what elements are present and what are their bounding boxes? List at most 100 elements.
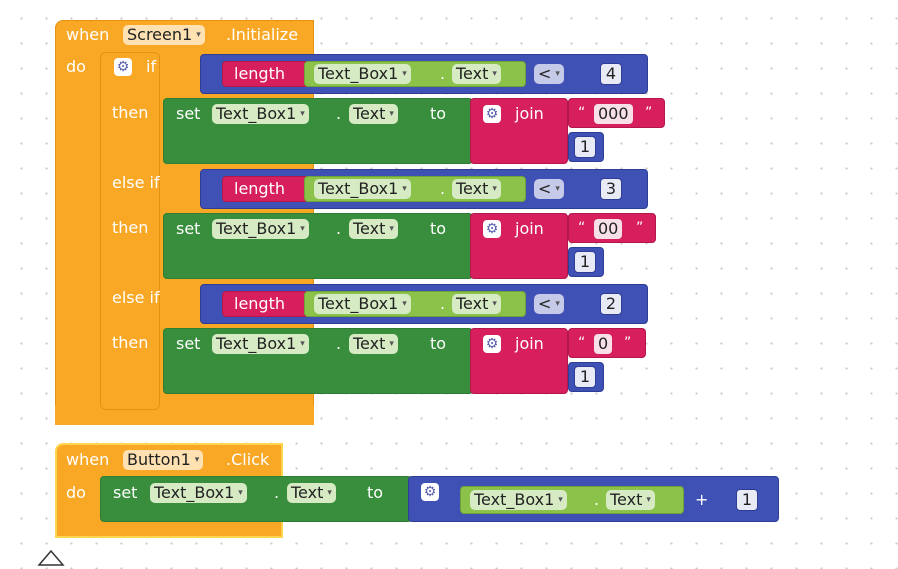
to-label: to [367, 483, 384, 502]
dot-label: . [274, 483, 280, 502]
component-dropdown[interactable]: Text_Box1 ▾ [314, 179, 411, 199]
set-label: set [176, 219, 201, 238]
component-dropdown-screen1[interactable]: Screen1 ▾ [123, 25, 205, 45]
component-dropdown[interactable]: Text_Box1 ▾ [212, 219, 309, 239]
gear-icon[interactable]: ⚙ [114, 58, 132, 76]
component-name: Text_Box1 [154, 483, 235, 502]
component-name: Text_Box1 [318, 64, 399, 83]
dot-label: . [336, 219, 342, 238]
component-dropdown[interactable]: Text_Box1 ▾ [212, 334, 309, 354]
chevron-down-icon: ▾ [402, 184, 407, 194]
number-value[interactable]: 1 [574, 366, 596, 388]
component-dropdown[interactable]: Text_Box1 ▾ [150, 483, 247, 503]
chevron-down-icon: ▾ [492, 69, 497, 79]
then-label: then [112, 218, 149, 237]
else-if-label: else if [112, 173, 160, 192]
then-label: then [112, 103, 149, 122]
chevron-down-icon: ▾ [555, 184, 560, 194]
gear-icon[interactable]: ⚙ [483, 335, 501, 353]
open-quote: “ [578, 105, 586, 121]
property-dropdown[interactable]: Text ▾ [452, 64, 501, 84]
chevron-down-icon: ▾ [300, 339, 305, 349]
operator-dropdown[interactable]: < ▾ [534, 179, 564, 199]
dot-label: . [440, 179, 446, 198]
number-block[interactable]: 1 [736, 489, 758, 511]
component-name: Text_Box1 [318, 179, 399, 198]
text-string-value[interactable]: 0 [594, 334, 613, 354]
operator: < [538, 294, 552, 313]
set-block[interactable] [100, 476, 412, 522]
number-block[interactable]: 2 [600, 293, 622, 315]
chevron-down-icon: ▾ [402, 299, 407, 309]
else-if-label: else if [112, 288, 160, 307]
property-name: Text [456, 179, 489, 198]
property-dropdown[interactable]: Text ▾ [287, 483, 336, 503]
event-footer [55, 405, 314, 425]
gear-icon[interactable]: ⚙ [483, 220, 501, 238]
then-label: then [112, 333, 149, 352]
component-name: Button1 [127, 450, 191, 469]
property-dropdown[interactable]: Text ▾ [452, 294, 501, 314]
text-string-value[interactable]: 000 [594, 104, 633, 124]
property-dropdown[interactable]: Text ▾ [349, 219, 398, 239]
chevron-down-icon: ▾ [389, 224, 394, 234]
join-label: join [515, 219, 544, 238]
dot-label: . [336, 334, 342, 353]
dot-label: . [336, 104, 342, 123]
operator-dropdown[interactable]: < ▾ [534, 294, 564, 314]
number-value[interactable]: 1 [574, 136, 596, 158]
component-name: Text_Box1 [318, 294, 399, 313]
set-label: set [176, 104, 201, 123]
property-name: Text [291, 483, 324, 502]
component-dropdown[interactable]: Text_Box1 ▾ [470, 490, 567, 510]
property-name: Text [353, 334, 386, 353]
operator-dropdown[interactable]: < ▾ [534, 64, 564, 84]
chevron-down-icon: ▾ [389, 339, 394, 349]
if-label: if [146, 57, 157, 76]
gear-icon[interactable]: ⚙ [483, 105, 501, 123]
do-label: do [66, 57, 86, 76]
component-name: Text_Box1 [216, 219, 297, 238]
property-name: Text [456, 294, 489, 313]
property-dropdown[interactable]: Text ▾ [606, 490, 655, 510]
component-dropdown[interactable]: Text_Box1 ▾ [314, 294, 411, 314]
property-name: Text [456, 64, 489, 83]
number-block[interactable]: 4 [600, 63, 622, 85]
event-name: .Initialize [226, 25, 299, 44]
length-label: length [234, 294, 285, 313]
gear-icon[interactable]: ⚙ [421, 483, 439, 501]
number-block[interactable]: 3 [600, 178, 622, 200]
set-label: set [113, 483, 138, 502]
property-dropdown[interactable]: Text ▾ [349, 104, 398, 124]
join-label: join [515, 334, 544, 353]
chevron-down-icon: ▾ [555, 69, 560, 79]
set-block[interactable] [163, 328, 473, 394]
component-dropdown[interactable]: Text_Box1 ▾ [212, 104, 309, 124]
chevron-down-icon: ▾ [238, 488, 243, 498]
component-dropdown-button1[interactable]: Button1 ▾ [123, 450, 204, 470]
chevron-down-icon: ▾ [558, 495, 563, 505]
chevron-down-icon: ▾ [646, 495, 651, 505]
set-block[interactable] [163, 98, 473, 164]
dot-label: . [594, 490, 600, 509]
open-quote: “ [578, 220, 586, 236]
component-name: Screen1 [127, 25, 193, 44]
if-else-block[interactable] [100, 52, 160, 410]
set-block[interactable] [163, 213, 473, 279]
property-name: Text [353, 104, 386, 123]
trash-icon[interactable] [36, 545, 66, 569]
component-name: Text_Box1 [474, 490, 555, 509]
do-label: do [66, 483, 86, 502]
property-dropdown[interactable]: Text ▾ [452, 179, 501, 199]
chevron-down-icon: ▾ [389, 109, 394, 119]
number-value[interactable]: 1 [574, 251, 596, 273]
property-name: Text [353, 219, 386, 238]
operator: < [538, 179, 552, 198]
dot-label: . [440, 294, 446, 313]
plus-operator: + [695, 490, 709, 509]
chevron-down-icon: ▾ [300, 224, 305, 234]
component-dropdown[interactable]: Text_Box1 ▾ [314, 64, 411, 84]
property-dropdown[interactable]: Text ▾ [349, 334, 398, 354]
chevron-down-icon: ▾ [555, 299, 560, 309]
text-string-value[interactable]: 00 [594, 219, 623, 239]
